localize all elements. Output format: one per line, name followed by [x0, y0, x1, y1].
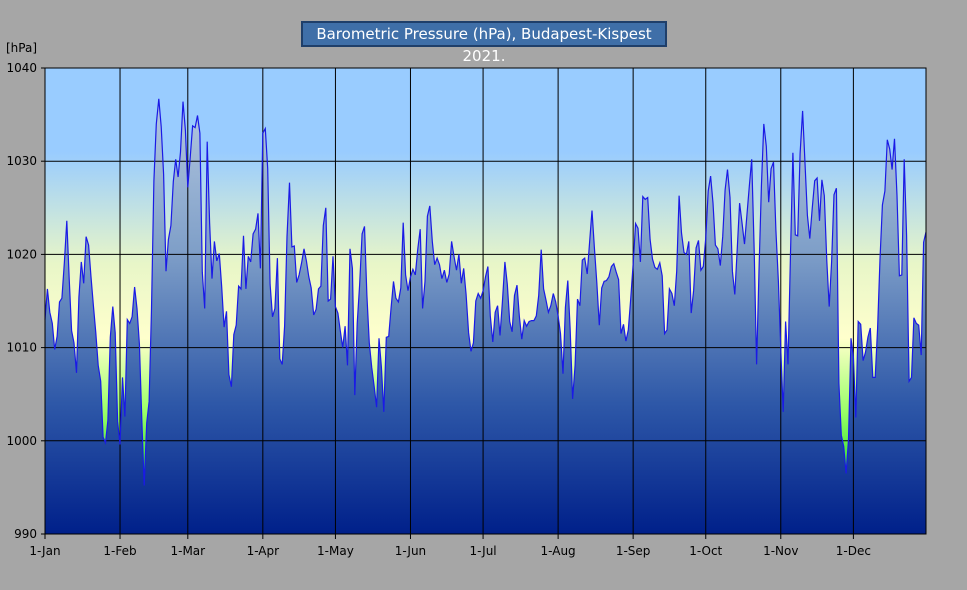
- y-tick-label: 1030: [6, 154, 37, 168]
- pressure-line: [44, 98, 927, 486]
- x-axis-ticks: 1-Jan 1-Feb 1-Mar 1-Apr 1-May 1-Jun 1-Jul 1-Aug…: [29, 534, 871, 558]
- y-axis-ticks: 990 1000 1010 1020 1030 1040: [6, 61, 45, 541]
- x-tick-label: 1-Mar: [170, 544, 205, 558]
- x-tick-label: 1-Jul: [470, 544, 497, 558]
- y-tick-label: 990: [14, 527, 37, 541]
- y-tick-label: 1020: [6, 247, 37, 261]
- x-tick-label: 1-Nov: [763, 544, 798, 558]
- y-tick-label: 1040: [6, 61, 37, 75]
- x-tick-label: 1-Jun: [395, 544, 426, 558]
- chart-title: Barometric Pressure (hPa), Budapest-Kisp…: [301, 21, 667, 65]
- y-tick-label: 1010: [6, 341, 37, 355]
- x-tick-label: 1-May: [317, 544, 354, 558]
- grid: [45, 68, 926, 534]
- x-tick-label: 1-Jan: [29, 544, 60, 558]
- x-tick-label: 1-Apr: [247, 544, 280, 558]
- x-tick-label: 1-Feb: [103, 544, 136, 558]
- x-tick-label: 1-Aug: [541, 544, 576, 558]
- plot-frame: [44, 67, 927, 535]
- x-tick-label: 1-Sep: [616, 544, 651, 558]
- x-tick-label: 1-Oct: [689, 544, 722, 558]
- y-axis-label: [hPa]: [6, 41, 38, 55]
- x-tick-label: 1-Dec: [836, 544, 871, 558]
- y-tick-label: 1000: [6, 434, 37, 448]
